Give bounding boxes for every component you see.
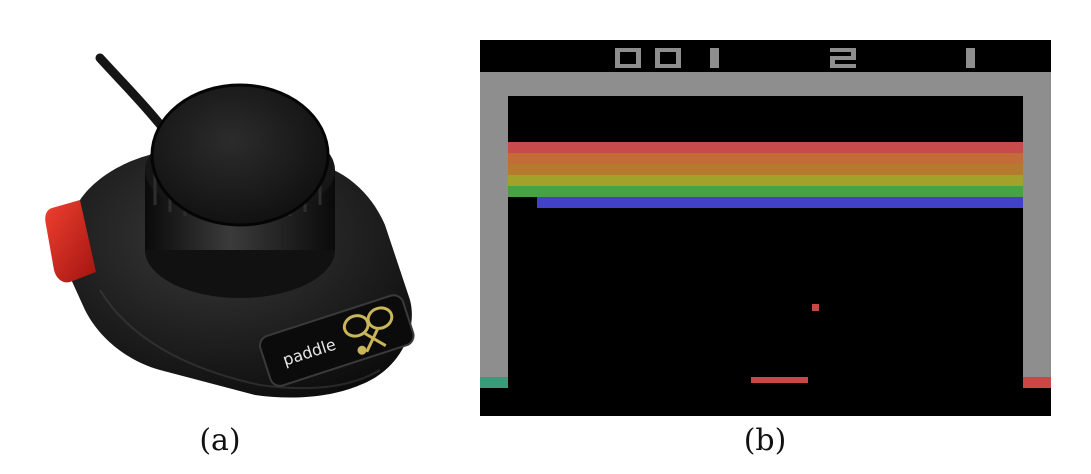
brick-row-green bbox=[508, 186, 1023, 197]
player-paddle bbox=[751, 377, 808, 383]
top-wall bbox=[480, 72, 1051, 96]
caption-b: (b) bbox=[730, 426, 800, 456]
ball bbox=[812, 304, 819, 311]
right-wall bbox=[1023, 72, 1051, 377]
brick-row-blue bbox=[537, 197, 1023, 208]
right-wall-cap bbox=[1023, 377, 1051, 388]
brick-row-amber bbox=[508, 164, 1023, 175]
paddle-controller-illustration: paddle bbox=[40, 40, 430, 430]
brick-row-yellow bbox=[508, 175, 1023, 186]
caption-a: (a) bbox=[185, 426, 255, 456]
left-wall-cap bbox=[480, 377, 508, 388]
brick-row-orange bbox=[508, 153, 1023, 164]
paddle-controller-photo: paddle bbox=[40, 40, 430, 430]
brick-row-red bbox=[508, 142, 1023, 153]
breakout-game-screen bbox=[480, 40, 1051, 416]
left-wall bbox=[480, 72, 508, 377]
